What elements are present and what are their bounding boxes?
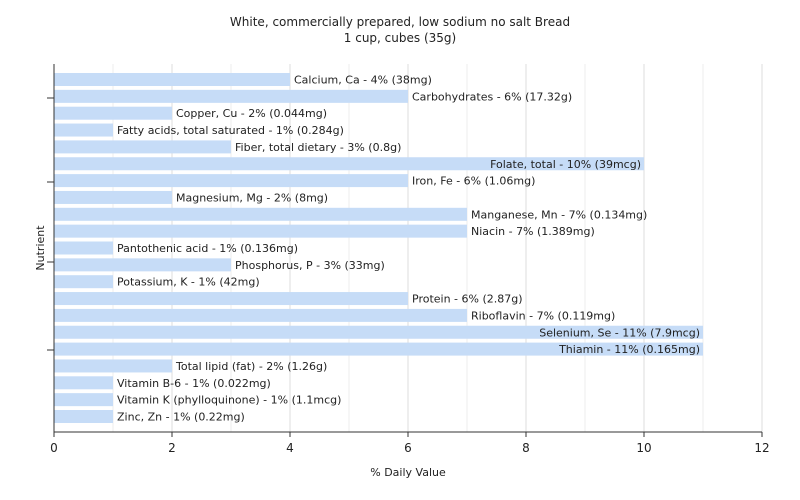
bar-label-2: Copper, Cu - 2% (0.044mg): [176, 107, 327, 120]
bar-label-7: Magnesium, Mg - 2% (8mg): [176, 191, 328, 204]
bar-label-10: Pantothenic acid - 1% (0.136mg): [117, 242, 298, 255]
bar-13: [54, 292, 408, 306]
bar-label-18: Vitamin B-6 - 1% (0.022mg): [117, 377, 271, 390]
label-layer: Calcium, Ca - 4% (38mg) Carbohydrates - 6…: [117, 74, 700, 424]
bar-20: [54, 410, 113, 423]
bar-label-0: Calcium, Ca - 4% (38mg): [294, 74, 432, 87]
x-tick-label-2: 4: [286, 441, 294, 455]
bar-label-20: Zinc, Zn - 1% (0.22mg): [117, 411, 245, 424]
x-tick-label-1: 2: [168, 441, 176, 455]
bar-19: [54, 393, 113, 407]
bar-label-9: Niacin - 7% (1.389mg): [471, 225, 595, 238]
bar-3: [54, 123, 113, 137]
chart-subtitle: 1 cup, cubes (35g): [343, 31, 457, 45]
bar-15: [54, 325, 703, 339]
bar-8: [54, 207, 467, 221]
bar-11: [54, 258, 231, 272]
bar-label-4: Fiber, total dietary - 3% (0.8g): [235, 141, 401, 154]
bar-label-12: Potassium, K - 1% (42mg): [117, 276, 260, 289]
axis-layer: 0 2 4 6 8 10 12: [47, 64, 770, 455]
bar-label-5: Folate, total - 10% (39mcg): [490, 158, 641, 171]
x-tick-label-3: 6: [404, 441, 412, 455]
bar-label-17: Total lipid (fat) - 2% (1.26g): [175, 360, 327, 373]
bar-4: [54, 140, 231, 154]
bar-9: [54, 224, 467, 238]
bar-2: [54, 106, 172, 120]
bar-18: [54, 376, 113, 390]
chart-title: White, commercially prepared, low sodium…: [229, 15, 571, 29]
bar-label-8: Manganese, Mn - 7% (0.134mg): [471, 208, 647, 221]
x-tick-label-5: 10: [636, 441, 651, 455]
x-tick-label-6: 12: [754, 441, 769, 455]
y-axis-title: Nutrient: [34, 225, 47, 271]
bar-1: [54, 89, 408, 103]
bar-label-19: Vitamin K (phylloquinone) - 1% (1.1mcg): [117, 394, 341, 407]
bar-17: [54, 359, 172, 373]
x-tick-label-0: 0: [50, 441, 58, 455]
bar-label-13: Protein - 6% (2.87g): [412, 293, 523, 306]
bar-label-3: Fatty acids, total saturated - 1% (0.284…: [117, 124, 344, 137]
bar-5: [54, 157, 644, 171]
bar-16: [54, 342, 703, 356]
bar-label-15: Selenium, Se - 11% (7.9mcg): [539, 326, 700, 339]
bar-label-1: Carbohydrates - 6% (17.32g): [412, 90, 572, 103]
bar-7: [54, 190, 172, 204]
bar-6: [54, 174, 408, 188]
bar-10: [54, 241, 113, 255]
bar-label-6: Iron, Fe - 6% (1.06mg): [412, 175, 535, 188]
x-tick-label-4: 8: [522, 441, 530, 455]
bar-label-16: Thiamin - 11% (0.165mg): [558, 343, 700, 356]
bar-label-14: Riboflavin - 7% (0.119mg): [471, 309, 615, 322]
bar-0: [54, 73, 290, 86]
bar-layer: [54, 73, 703, 423]
bar-label-11: Phosphorus, P - 3% (33mg): [235, 259, 385, 272]
chart-title-block: White, commercially prepared, low sodium…: [0, 14, 800, 46]
bar-14: [54, 308, 467, 322]
bar-12: [54, 275, 113, 289]
x-axis-title: % Daily Value: [370, 466, 446, 479]
